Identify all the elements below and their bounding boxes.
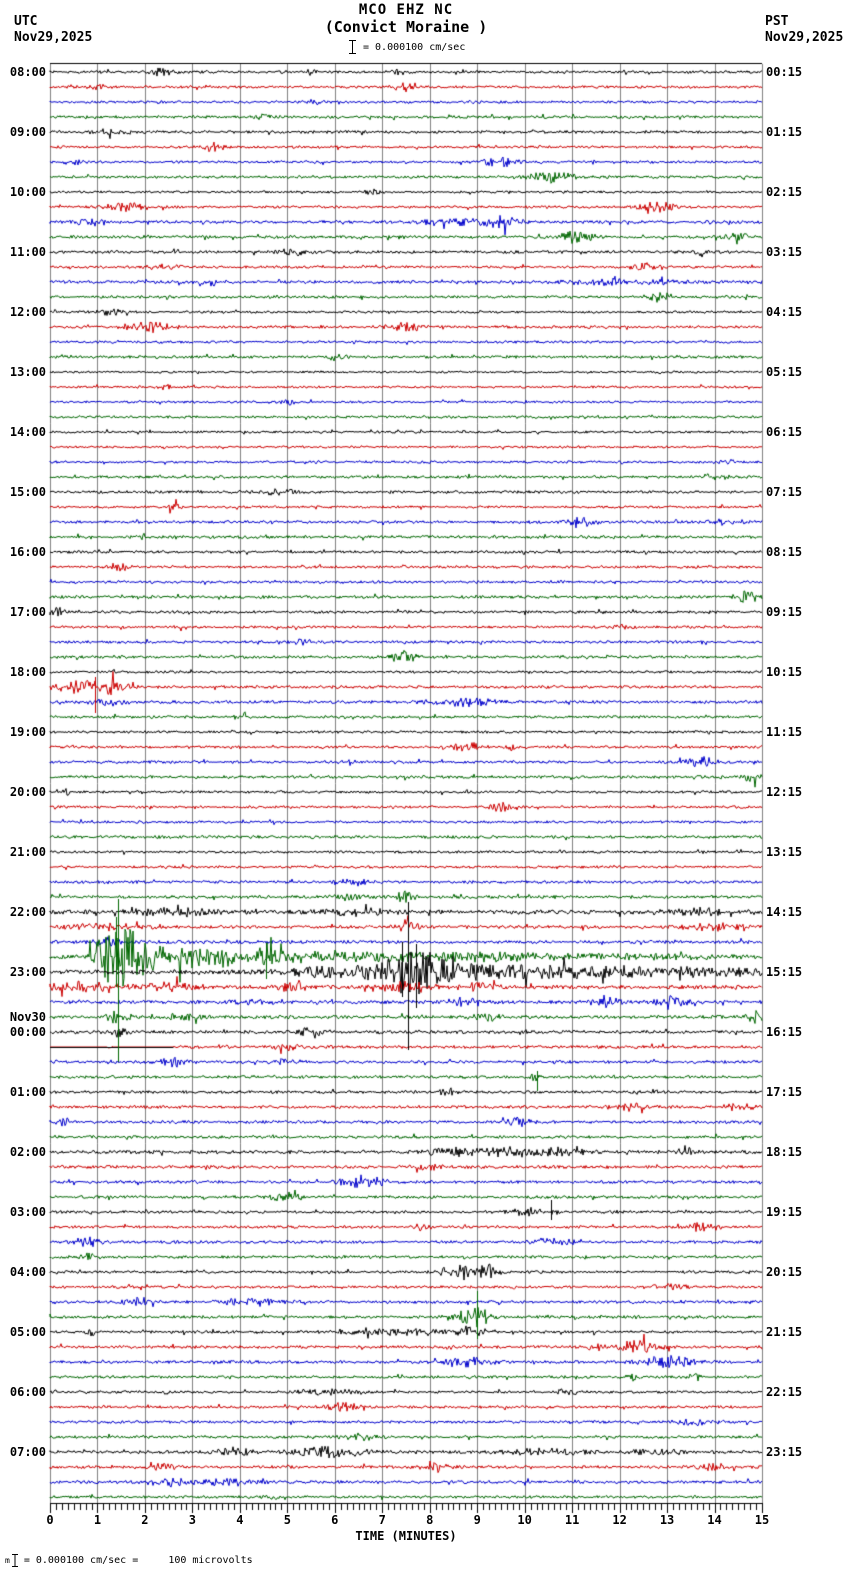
pst-hour-label: 09:15 bbox=[766, 605, 803, 619]
scale-bar-small-icon bbox=[11, 1554, 18, 1567]
x-tick-label: 0 bbox=[46, 1513, 54, 1527]
scale-bar-icon bbox=[349, 40, 356, 54]
scale-note: m = 0.000100 cm/sec = 100 microvolts bbox=[5, 1553, 253, 1568]
pst-hour-label: 12:15 bbox=[766, 785, 803, 799]
utc-hour-label: 08:00 bbox=[9, 65, 46, 79]
date-change-label: Nov30 bbox=[9, 1010, 46, 1024]
utc-hour-label: 12:00 bbox=[9, 305, 46, 319]
x-tick-label: 14 bbox=[707, 1513, 722, 1527]
utc-hour-label: 15:00 bbox=[9, 485, 46, 499]
x-tick-label: 3 bbox=[188, 1513, 196, 1527]
utc-hour-label: 02:00 bbox=[9, 1145, 46, 1159]
utc-hour-label: 22:00 bbox=[9, 905, 46, 919]
utc-hour-label: 05:00 bbox=[9, 1325, 46, 1339]
utc-hour-label: 19:00 bbox=[9, 725, 46, 739]
pst-hour-label: 00:15 bbox=[766, 65, 803, 79]
x-tick-label: 8 bbox=[426, 1513, 434, 1527]
utc-hour-label: 18:00 bbox=[9, 665, 46, 679]
x-axis-title: TIME (MINUTES) bbox=[355, 1529, 457, 1543]
pst-hour-label: 03:15 bbox=[766, 245, 803, 259]
timezone-left-label: UTC bbox=[14, 14, 38, 29]
utc-hour-label: 09:00 bbox=[9, 125, 46, 139]
pst-hour-label: 18:15 bbox=[766, 1145, 803, 1159]
utc-hour-label: 11:00 bbox=[9, 245, 46, 259]
x-tick-label: 1 bbox=[93, 1513, 102, 1527]
page-title: MCO EHZ NC bbox=[358, 2, 454, 18]
date-right-label: Nov29,2025 bbox=[765, 30, 844, 45]
utc-hour-label: 04:00 bbox=[9, 1265, 46, 1279]
utc-hour-label: 06:00 bbox=[9, 1385, 46, 1399]
pst-hour-label: 08:15 bbox=[766, 545, 803, 559]
pst-hour-label: 17:15 bbox=[766, 1085, 803, 1099]
x-tick-label: 12 bbox=[612, 1513, 627, 1527]
x-tick-label: 2 bbox=[141, 1513, 149, 1527]
x-tick-label: 7 bbox=[378, 1513, 386, 1527]
pst-hour-label: 07:15 bbox=[766, 485, 803, 499]
pst-hour-label: 13:15 bbox=[766, 845, 803, 859]
pst-hour-label: 22:15 bbox=[766, 1385, 803, 1399]
x-tick-label: 6 bbox=[331, 1513, 339, 1527]
pst-hour-label: 19:15 bbox=[766, 1205, 803, 1219]
pst-hour-label: 05:15 bbox=[766, 365, 803, 379]
pst-hour-label: 14:15 bbox=[766, 905, 803, 919]
utc-hour-label: 07:00 bbox=[9, 1445, 46, 1459]
pst-hour-label: 11:15 bbox=[766, 725, 803, 739]
utc-hour-label: 17:00 bbox=[9, 605, 46, 619]
pst-hour-label: 16:15 bbox=[766, 1025, 803, 1039]
x-tick-label: 9 bbox=[473, 1513, 481, 1527]
amplitude-scale: = 0.000100 cm/sec bbox=[348, 38, 465, 56]
timezone-right-label: PST bbox=[765, 14, 789, 29]
x-tick-label: 5 bbox=[283, 1513, 291, 1527]
x-tick-label: 4 bbox=[236, 1513, 244, 1527]
pst-hour-label: 20:15 bbox=[766, 1265, 803, 1279]
x-tick-label: 10 bbox=[517, 1513, 532, 1527]
scale-label: = 0.000100 cm/sec bbox=[363, 41, 466, 53]
pst-hour-label: 15:15 bbox=[766, 965, 803, 979]
utc-hour-label: 10:00 bbox=[9, 185, 46, 199]
pst-hour-label: 21:15 bbox=[766, 1325, 803, 1339]
pst-hour-label: 06:15 bbox=[766, 425, 803, 439]
pst-hour-label: 10:15 bbox=[766, 665, 803, 679]
utc-hour-label: 14:00 bbox=[9, 425, 46, 439]
date-left-label: Nov29,2025 bbox=[14, 30, 93, 45]
station-subtitle: (Convict Moraine ) bbox=[324, 18, 488, 36]
utc-hour-label: 01:00 bbox=[9, 1085, 46, 1099]
utc-hour-label: 20:00 bbox=[9, 785, 46, 799]
x-tick-label: 11 bbox=[564, 1513, 580, 1527]
scale-note-text: = 0.000100 cm/sec = 100 microvolts bbox=[23, 1555, 253, 1566]
pst-hour-label: 02:15 bbox=[766, 185, 803, 199]
x-tick-label: 15 bbox=[754, 1513, 770, 1527]
x-tick-label: 13 bbox=[659, 1513, 675, 1527]
pst-hour-label: 04:15 bbox=[766, 305, 803, 319]
pst-hour-label: 23:15 bbox=[766, 1445, 803, 1459]
pst-hour-label: 01:15 bbox=[766, 125, 803, 139]
utc-hour-label: 03:00 bbox=[9, 1205, 46, 1219]
utc-hour-label: 13:00 bbox=[9, 365, 46, 379]
utc-hour-label: 16:00 bbox=[9, 545, 46, 559]
utc-hour-label: 23:00 bbox=[9, 965, 46, 979]
scale-note-prefix: m bbox=[5, 1556, 10, 1565]
utc-hour-label: 00:00 bbox=[9, 1025, 46, 1039]
utc-hour-label: 21:00 bbox=[9, 845, 46, 859]
